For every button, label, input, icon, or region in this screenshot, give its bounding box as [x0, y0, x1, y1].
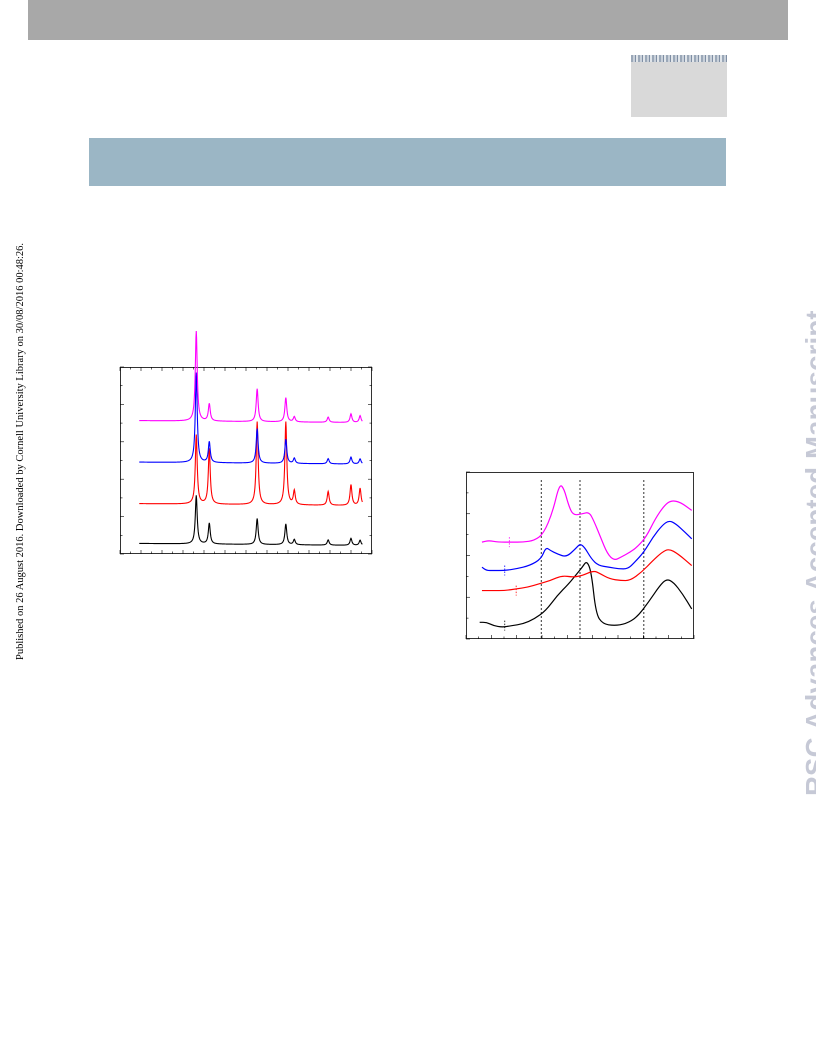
xrd-series-line-1 — [139, 421, 363, 506]
journal-logo-placeholder — [631, 55, 727, 117]
publication-note: Published on 26 August 2016. Downloaded … — [15, 242, 26, 660]
logo-strip — [631, 55, 727, 62]
xrd-series-line-3 — [139, 330, 363, 423]
xrd-series-line-0 — [139, 495, 363, 546]
spectra-series-line-3 — [481, 485, 693, 560]
journal-header-bar — [28, 0, 788, 40]
xrd-pattern-chart — [119, 330, 373, 555]
xrd-series-line-2 — [139, 372, 363, 465]
xrd-plot-frame — [120, 367, 372, 554]
article-title-band — [89, 138, 726, 186]
spectra-series-line-0 — [479, 562, 693, 628]
spectra-series-line-1 — [481, 549, 693, 592]
spectra-chart — [465, 471, 695, 640]
spectra-series-line-2 — [481, 520, 693, 572]
accepted-manuscript-watermark: RSC Advances Accepted Manuscript — [800, 310, 816, 796]
